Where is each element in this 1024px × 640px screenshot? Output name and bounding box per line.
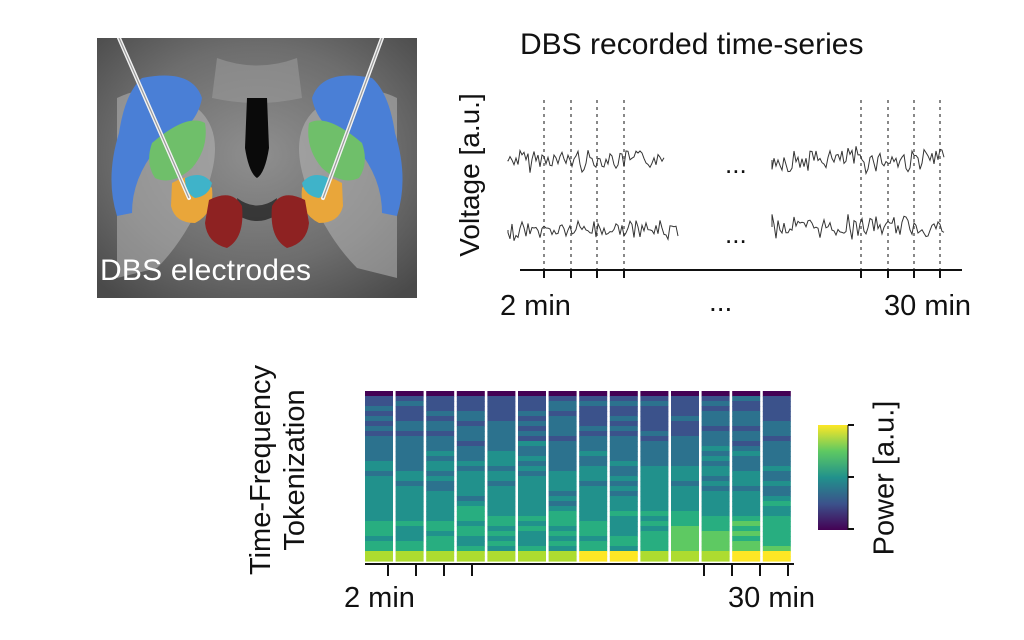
timeseries-title: DBS recorded time-series	[520, 28, 864, 61]
colorbar-label: Power [a.u.]	[868, 400, 901, 556]
timeseries-plot: ... ...	[507, 100, 962, 278]
spectrogram-tick-right: 30 min	[728, 582, 816, 614]
token-column	[426, 391, 455, 562]
token-column	[762, 391, 791, 562]
ellipsis-ch2: ...	[725, 219, 747, 249]
voltage-trace	[507, 219, 679, 242]
token-column	[640, 391, 669, 562]
token-column	[487, 391, 516, 562]
timeseries-tick-ellipsis: ...	[709, 286, 733, 317]
tokenization-ylabel-line1: Time-Frequency	[245, 364, 277, 576]
token-column	[548, 391, 577, 562]
power-colorbar	[818, 424, 854, 530]
spectrogram-tick-left: 2 min	[344, 582, 415, 614]
token-column	[701, 391, 730, 562]
tokenization-ylabel: Time-Frequency Tokenization	[244, 365, 312, 575]
electrodes-label: DBS electrodes	[100, 254, 312, 287]
timeseries-ylabel: Voltage [a.u.]	[454, 93, 485, 257]
token-column	[579, 391, 608, 562]
voltage-trace	[771, 146, 945, 176]
mri-brain-image	[97, 38, 417, 298]
tokenization-ylabel-line2: Tokenization	[279, 389, 311, 551]
token-column	[671, 391, 699, 562]
token-column	[609, 391, 638, 562]
token-column	[365, 391, 393, 562]
timeseries-tick-right: 30 min	[884, 290, 972, 322]
ellipsis-ch1: ...	[725, 149, 747, 179]
token-column	[732, 391, 761, 562]
token-column	[395, 391, 424, 562]
token-column	[518, 391, 546, 562]
spectrogram-tokens	[365, 391, 794, 576]
voltage-trace	[771, 214, 945, 240]
timeseries-tick-left: 2 min	[500, 290, 571, 322]
voltage-trace	[507, 148, 665, 174]
token-column	[456, 391, 485, 562]
